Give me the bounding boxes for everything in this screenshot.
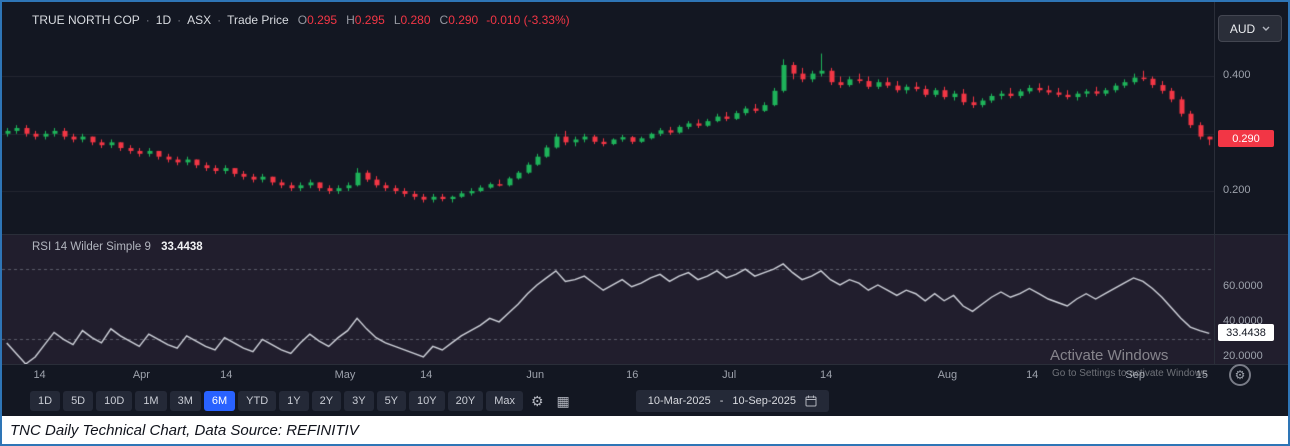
range-button-20y[interactable]: 20Y	[447, 391, 484, 411]
rsi-legend: RSI 14 Wilder Simple 9 33.4438	[32, 241, 203, 253]
time-axis-tick: 14	[420, 369, 433, 381]
range-button-10y[interactable]: 10Y	[409, 391, 445, 411]
time-axis-tick: 14	[820, 369, 833, 381]
open-value: 0.295	[307, 13, 338, 27]
settings-gear-icon[interactable]: ⚙	[530, 393, 544, 409]
activate-windows-watermark: Activate Windows	[1050, 347, 1169, 364]
range-button-5d[interactable]: 5D	[63, 391, 94, 411]
time-axis-tick: 14	[33, 369, 46, 381]
range-button-2y[interactable]: 2Y	[311, 391, 342, 411]
calendar-icon	[805, 395, 817, 407]
rsi-label: RSI 14 Wilder Simple 9	[32, 241, 151, 253]
time-axis-tick: 16	[626, 369, 639, 381]
rsi-axis-tick: 60.0000	[1223, 279, 1263, 292]
time-axis-tick: May	[334, 369, 356, 381]
time-axis-tick: Jun	[526, 369, 545, 381]
low-label: L	[393, 13, 401, 27]
rsi-axis-tick: 20.0000	[1223, 349, 1263, 362]
time-axis-tick: Jul	[722, 369, 737, 381]
time-axis-tick: 14	[220, 369, 233, 381]
rsi-value-badge: 33.4438	[1218, 324, 1274, 342]
rsi-current-value: 33.4438	[161, 241, 203, 253]
high-label: H	[346, 13, 355, 27]
time-axis-tick: Aug	[937, 369, 958, 381]
high-value: 0.295	[354, 13, 385, 27]
chevron-down-icon	[1262, 26, 1270, 31]
range-button-max[interactable]: Max	[486, 391, 523, 411]
range-button-group: 1D 5D 10D 1M 3M 6M YTD 1Y 2Y 3Y 5Y 10Y 20Y Max	[30, 391, 523, 411]
price-axis-tick: 0.200	[1223, 184, 1251, 197]
chart-canvas[interactable]	[2, 2, 1214, 364]
layout-grid-icon[interactable]: ▦	[556, 393, 570, 409]
exchange-label: ASX	[187, 13, 212, 27]
series-type-label: Trade Price	[227, 13, 289, 27]
symbol-name: TRUE NORTH COP	[32, 13, 140, 27]
interval-label: 1D	[155, 13, 172, 27]
range-button-ytd[interactable]: YTD	[238, 391, 277, 411]
date-from: 10-Mar-2025	[647, 395, 711, 407]
time-axis-tick: Apr	[132, 369, 150, 381]
time-axis[interactable]: 14 Apr 14 May 14 Jun 16 Jul 14 Aug 14 Sep 15	[2, 364, 1214, 386]
range-button-10d[interactable]: 10D	[96, 391, 133, 411]
price-axis-tick: 0.400	[1223, 69, 1251, 82]
time-axis-tick: 15	[1195, 369, 1208, 381]
range-button-3y[interactable]: 3Y	[344, 391, 374, 411]
time-axis-tick: 14	[1026, 369, 1039, 381]
date-to: 10-Sep-2025	[732, 395, 797, 407]
low-value: 0.280	[400, 13, 431, 27]
legend-separator: ·	[177, 13, 182, 27]
legend-separator: ·	[145, 13, 150, 27]
range-button-1d[interactable]: 1D	[30, 391, 61, 411]
close-label: C	[439, 13, 449, 27]
symbol-legend: TRUE NORTH COP · 1D · ASX · Trade Price …	[32, 13, 570, 27]
currency-dropdown[interactable]: AUD	[1218, 15, 1282, 42]
last-price-badge: 0.290	[1218, 130, 1274, 148]
panel-divider	[2, 234, 1288, 235]
trading-chart-area: TRUE NORTH COP · 1D · ASX · Trade Price …	[2, 2, 1288, 416]
date-separator: -	[719, 395, 724, 407]
range-button-1y[interactable]: 1Y	[279, 391, 309, 411]
currency-label: AUD	[1229, 21, 1256, 36]
time-axis-tick: Sep	[1125, 369, 1146, 381]
price-axis[interactable]: 0.290 33.4438 0.400 0.200 60.0000 40.0000 20…	[1214, 2, 1288, 364]
range-button-3m[interactable]: 3M	[169, 391, 201, 411]
legend-separator: ·	[217, 13, 222, 27]
time-axis-divider	[2, 364, 1288, 365]
chart-caption: TNC Daily Technical Chart, Data Source: …	[2, 416, 1288, 444]
date-range-picker[interactable]: 10-Mar-2025 - 10-Sep-2025	[635, 390, 830, 412]
range-button-5y[interactable]: 5Y	[376, 391, 407, 411]
axis-settings-icon[interactable]: ⚙	[1229, 364, 1251, 386]
close-value: 0.290	[448, 13, 479, 27]
bottom-toolbar: 1D 5D 10D 1M 3M 6M YTD 1Y 2Y 3Y 5Y 10Y 20Y Max ⚙ ▦ 10…	[2, 386, 1288, 416]
range-button-1m[interactable]: 1M	[135, 391, 167, 411]
range-button-6m[interactable]: 6M	[203, 391, 236, 411]
activate-windows-subtext: Go to Settings to activate Windows	[1052, 368, 1208, 379]
rsi-axis-tick: 40.0000	[1223, 314, 1263, 327]
open-label: O	[297, 13, 308, 27]
change-value: -0.010 (-3.33%)	[486, 13, 570, 27]
